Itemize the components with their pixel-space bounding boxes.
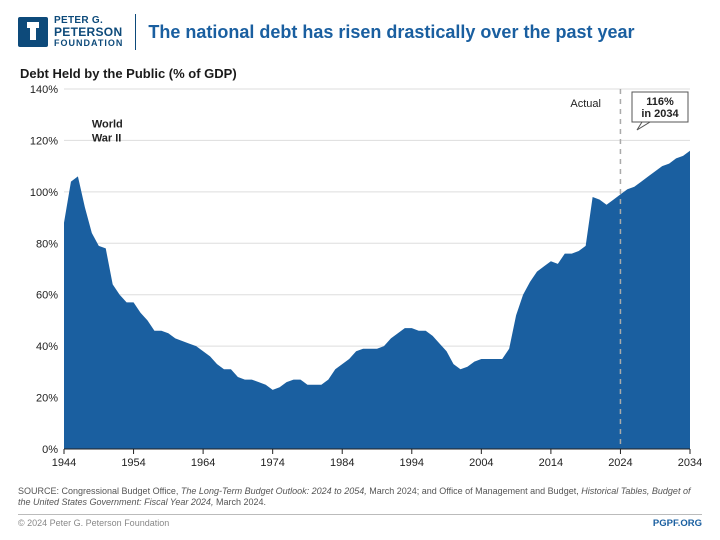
chart-svg: 0% 20% 40% 60% 80% 100% 120% 140% 1944 1954 1964 19… (18, 83, 702, 473)
source-line: SOURCE: Congressional Budget Office, The… (18, 486, 702, 509)
pgpf-link[interactable]: PGPF.ORG (653, 518, 702, 530)
svg-text:0%: 0% (42, 444, 58, 456)
svg-text:20%: 20% (36, 393, 58, 405)
svg-text:40%: 40% (36, 341, 58, 353)
header: PETER G. PETERSON FOUNDATION The nationa… (0, 0, 720, 56)
svg-text:Actual: Actual (570, 98, 601, 110)
footnotes: SOURCE: Congressional Budget Office, The… (18, 486, 702, 530)
source-italic-1: The Long-Term Budget Outlook: 2024 to 20… (181, 486, 367, 496)
svg-text:60%: 60% (36, 290, 58, 302)
logo-block: PETER G. PETERSON FOUNDATION (18, 16, 123, 49)
svg-text:80%: 80% (36, 238, 58, 250)
svg-text:1994: 1994 (400, 457, 424, 469)
svg-text:140%: 140% (30, 84, 58, 96)
logo-text: PETER G. PETERSON FOUNDATION (54, 16, 123, 49)
svg-text:2004: 2004 (469, 457, 493, 469)
source-prefix: SOURCE: Congressional Budget Office, (18, 486, 181, 496)
chart-subtitle: Debt Held by the Public (% of GDP) (0, 56, 720, 83)
svg-text:116%: 116% (646, 96, 674, 108)
copyright-text: © 2024 Peter G. Peterson Foundation (18, 518, 169, 530)
svg-text:1984: 1984 (330, 457, 354, 469)
svg-text:100%: 100% (30, 187, 58, 199)
debt-area-chart: 0% 20% 40% 60% 80% 100% 120% 140% 1944 1954 1964 19… (18, 83, 702, 473)
svg-text:2034: 2034 (678, 457, 702, 469)
svg-text:2024: 2024 (608, 457, 632, 469)
svg-text:2014: 2014 (539, 457, 563, 469)
svg-text:in 2034: in 2034 (641, 108, 679, 120)
logo-line-2: PETERSON (54, 26, 123, 39)
svg-text:World: World (92, 119, 123, 131)
torch-icon (18, 17, 48, 47)
source-suffix: March 2024. (216, 497, 266, 507)
svg-text:1974: 1974 (260, 457, 284, 469)
logo-line-3: FOUNDATION (54, 39, 123, 48)
svg-text:1964: 1964 (191, 457, 215, 469)
header-divider (135, 14, 136, 50)
svg-text:1944: 1944 (52, 457, 76, 469)
page-title: The national debt has risen drastically … (148, 22, 634, 43)
svg-text:120%: 120% (30, 135, 58, 147)
svg-text:War II: War II (92, 133, 122, 145)
svg-text:1954: 1954 (121, 457, 145, 469)
source-mid: March 2024; and Office of Management and… (369, 486, 581, 496)
footer-divider (18, 514, 702, 515)
